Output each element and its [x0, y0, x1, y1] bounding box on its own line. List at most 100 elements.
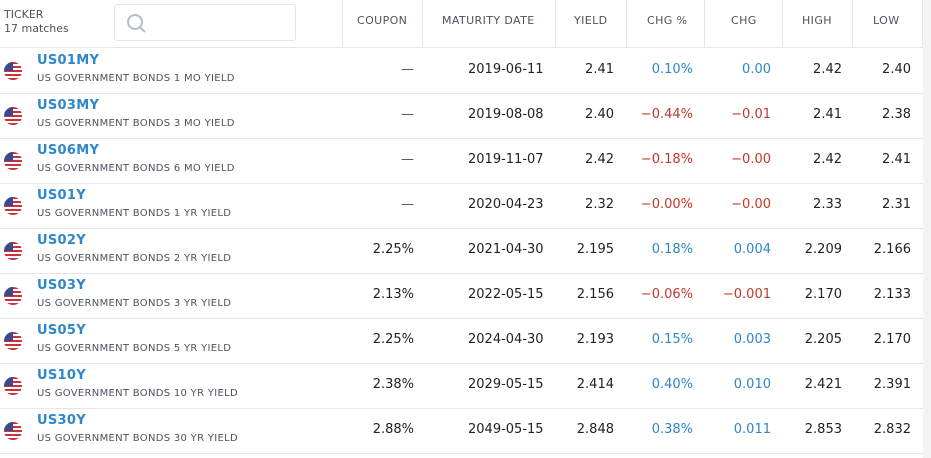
- low-cell: 2.41: [882, 152, 911, 167]
- ticker-description: US GOVERNMENT BONDS 3 YR YIELD: [37, 298, 232, 309]
- yield-cell: 2.195: [576, 242, 614, 257]
- maturity-header-label[interactable]: MATURITY DATE: [442, 14, 535, 27]
- low-cell: 2.133: [873, 287, 911, 302]
- high-cell: 2.209: [804, 242, 842, 257]
- low-cell: 2.166: [873, 242, 911, 257]
- ticker-symbol-link[interactable]: US06MY: [37, 143, 100, 158]
- maturity-date-cell: 2021-04-30: [468, 242, 544, 257]
- yield-cell: 2.156: [576, 287, 614, 302]
- yield-cell: 2.42: [585, 152, 614, 167]
- table-header: TICKER 17 matches COUPON MATURITY DATE Y…: [0, 0, 931, 48]
- table-row[interactable]: US06MY US GOVERNMENT BONDS 6 MO YIELD — 201…: [0, 138, 931, 184]
- scrollbar[interactable]: [923, 0, 931, 458]
- change-percent-cell: 0.40%: [651, 377, 693, 392]
- low-cell: 2.391: [873, 377, 911, 392]
- coupon-cell: —: [401, 62, 414, 77]
- yield-cell: 2.41: [585, 62, 614, 77]
- ticker-description: US GOVERNMENT BONDS 2 YR YIELD: [37, 253, 232, 264]
- low-cell: 2.31: [882, 197, 911, 212]
- low-cell: 2.170: [873, 332, 911, 347]
- change-cell: 0.010: [733, 377, 771, 392]
- ticker-symbol-link[interactable]: US02Y: [37, 233, 86, 248]
- table-row[interactable]: US05Y US GOVERNMENT BONDS 5 YR YIELD 2.25%…: [0, 318, 931, 364]
- table-row[interactable]: US10Y US GOVERNMENT BONDS 10 YR YIELD 2.38…: [0, 363, 931, 409]
- high-cell: 2.205: [804, 332, 842, 347]
- chg-pct-header-label[interactable]: CHG %: [647, 14, 688, 27]
- low-cell: 2.38: [882, 107, 911, 122]
- match-count: 17 matches: [4, 22, 69, 35]
- us-flag-icon: [4, 107, 22, 125]
- maturity-date-cell: 2049-05-15: [468, 422, 544, 437]
- table-row[interactable]: US01Y US GOVERNMENT BONDS 1 YR YIELD — 2020…: [0, 183, 931, 229]
- coupon-cell: 2.88%: [372, 422, 414, 437]
- coupon-header-label[interactable]: COUPON: [357, 14, 408, 27]
- ticker-description: US GOVERNMENT BONDS 1 MO YIELD: [37, 73, 235, 84]
- change-percent-cell: 0.38%: [651, 422, 693, 437]
- yield-cell: 2.193: [576, 332, 614, 347]
- change-cell: 0.00: [742, 62, 771, 77]
- ticker-description: US GOVERNMENT BONDS 5 YR YIELD: [37, 343, 232, 354]
- yield-header-label[interactable]: YIELD: [574, 14, 608, 27]
- change-cell: −0.001: [722, 287, 771, 302]
- high-cell: 2.42: [813, 62, 842, 77]
- us-flag-icon: [4, 242, 22, 260]
- table-row[interactable]: US01MY US GOVERNMENT BONDS 1 MO YIELD — 201…: [0, 48, 931, 94]
- ticker-symbol-link[interactable]: US01Y: [37, 188, 86, 203]
- change-percent-cell: 0.15%: [651, 332, 693, 347]
- coupon-cell: —: [401, 152, 414, 167]
- us-flag-icon: [4, 332, 22, 350]
- table-row[interactable]: US03Y US GOVERNMENT BONDS 3 YR YIELD 2.13%…: [0, 273, 931, 319]
- yield-cell: 2.40: [585, 107, 614, 122]
- ticker-symbol-link[interactable]: US10Y: [37, 368, 86, 383]
- coupon-column-header[interactable]: COUPON: [343, 0, 423, 47]
- low-header-label[interactable]: LOW: [873, 14, 900, 27]
- search-box[interactable]: [114, 4, 296, 41]
- high-column-header[interactable]: HIGH: [783, 0, 853, 47]
- us-flag-icon: [4, 377, 22, 395]
- ticker-symbol-link[interactable]: US03MY: [37, 98, 100, 113]
- change-cell: 0.003: [733, 332, 771, 347]
- ticker-description: US GOVERNMENT BONDS 6 MO YIELD: [37, 163, 235, 174]
- ticker-header-label[interactable]: TICKER: [4, 8, 44, 21]
- high-cell: 2.170: [804, 287, 842, 302]
- high-cell: 2.33: [813, 197, 842, 212]
- coupon-cell: —: [401, 197, 414, 212]
- chg-pct-column-header[interactable]: CHG %: [627, 0, 705, 47]
- change-percent-cell: −0.06%: [640, 287, 693, 302]
- change-cell: −0.00: [731, 197, 771, 212]
- low-cell: 2.40: [882, 62, 911, 77]
- ticker-symbol-link[interactable]: US01MY: [37, 53, 100, 68]
- ticker-symbol-link[interactable]: US30Y: [37, 413, 86, 428]
- change-cell: −0.00: [731, 152, 771, 167]
- ticker-description: US GOVERNMENT BONDS 1 YR YIELD: [37, 208, 232, 219]
- high-header-label[interactable]: HIGH: [802, 14, 832, 27]
- maturity-date-cell: 2024-04-30: [468, 332, 544, 347]
- high-cell: 2.853: [804, 422, 842, 437]
- ticker-symbol-link[interactable]: US03Y: [37, 278, 86, 293]
- ticker-description: US GOVERNMENT BONDS 3 MO YIELD: [37, 118, 235, 129]
- low-column-header[interactable]: LOW: [853, 0, 923, 47]
- change-percent-cell: 0.10%: [651, 62, 693, 77]
- table-row[interactable]: US03MY US GOVERNMENT BONDS 3 MO YIELD — 201…: [0, 93, 931, 139]
- table-row[interactable]: US30Y US GOVERNMENT BONDS 30 YR YIELD 2.88…: [0, 408, 931, 454]
- ticker-symbol-link[interactable]: US05Y: [37, 323, 86, 338]
- high-cell: 2.42: [813, 152, 842, 167]
- maturity-date-cell: 2019-06-11: [468, 62, 544, 77]
- change-cell: −0.01: [731, 107, 771, 122]
- maturity-date-cell: 2019-11-07: [468, 152, 544, 167]
- table-row[interactable]: US02Y US GOVERNMENT BONDS 2 YR YIELD 2.25%…: [0, 228, 931, 274]
- coupon-cell: 2.25%: [372, 242, 414, 257]
- change-percent-cell: −0.44%: [640, 107, 693, 122]
- ticker-description: US GOVERNMENT BONDS 10 YR YIELD: [37, 388, 238, 399]
- ticker-description: US GOVERNMENT BONDS 30 YR YIELD: [37, 433, 238, 444]
- search-input[interactable]: [151, 11, 291, 37]
- change-cell: 0.011: [733, 422, 771, 437]
- maturity-date-cell: 2019-08-08: [468, 107, 544, 122]
- chg-column-header[interactable]: CHG: [705, 0, 783, 47]
- yield-column-header[interactable]: YIELD: [556, 0, 627, 47]
- coupon-cell: 2.25%: [372, 332, 414, 347]
- ticker-column-header[interactable]: TICKER 17 matches: [0, 0, 343, 47]
- chg-header-label[interactable]: CHG: [731, 14, 757, 27]
- maturity-column-header[interactable]: MATURITY DATE: [423, 0, 556, 47]
